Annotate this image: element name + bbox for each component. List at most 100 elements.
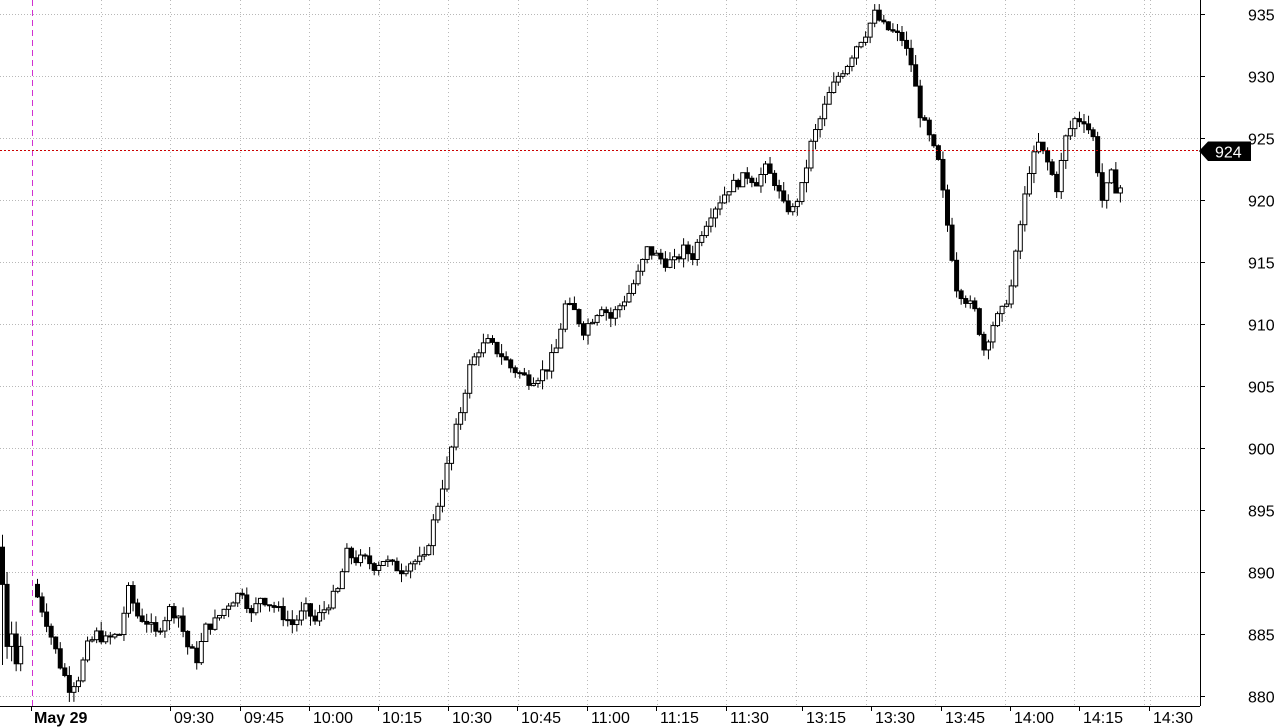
candle <box>1013 249 1019 288</box>
candle-body <box>376 564 382 571</box>
candle <box>904 31 910 56</box>
candle-body <box>899 31 905 41</box>
candle-body <box>1067 128 1073 137</box>
candle <box>913 55 919 87</box>
candle-body <box>48 625 54 638</box>
candle <box>135 598 141 619</box>
candle-body <box>1036 141 1041 153</box>
candle-body <box>740 172 746 188</box>
candle-body <box>995 313 1001 327</box>
candle-body <box>1054 173 1060 193</box>
candle <box>1058 152 1064 199</box>
candle <box>940 151 946 198</box>
candle <box>9 621 15 662</box>
candle-body <box>876 9 882 21</box>
candle-body <box>203 623 209 643</box>
candle <box>1072 116 1078 137</box>
x-tick-label: 13:15 <box>806 710 846 727</box>
candle-body <box>549 352 555 372</box>
candle <box>257 597 263 613</box>
candle-body <box>44 611 50 627</box>
candle-body <box>585 323 591 336</box>
candle <box>931 133 937 148</box>
candle-body <box>722 194 728 204</box>
candle <box>98 621 104 645</box>
candle <box>57 642 63 670</box>
candle-body <box>1049 161 1055 175</box>
candle-body <box>781 190 787 202</box>
candle-body <box>535 380 541 384</box>
candle <box>526 370 532 390</box>
candle-body <box>385 559 391 562</box>
current-price-badge-shape <box>1199 141 1251 161</box>
candle <box>417 546 423 566</box>
candle-body <box>289 619 295 626</box>
candle <box>1113 162 1119 194</box>
candle-body <box>599 309 605 317</box>
candle <box>662 251 668 272</box>
candle-body <box>230 602 236 607</box>
candle-body <box>1117 187 1123 194</box>
candle-body <box>262 597 268 606</box>
candle-body <box>235 592 241 604</box>
candle <box>1022 186 1028 232</box>
candle-body <box>540 369 546 382</box>
candle-body <box>731 179 737 193</box>
candle <box>803 159 809 193</box>
candle <box>822 95 828 127</box>
candle <box>462 389 468 421</box>
candle <box>344 543 350 573</box>
candle <box>981 331 987 356</box>
candle <box>699 231 705 247</box>
candle <box>289 610 295 634</box>
candle-body <box>248 607 254 614</box>
candle <box>439 479 445 513</box>
candle <box>4 572 10 659</box>
candle <box>166 603 172 631</box>
candle <box>308 602 313 626</box>
candle-body <box>1108 169 1114 184</box>
candle <box>389 558 395 566</box>
candlestick-series <box>0 4 1123 702</box>
candle-body <box>435 505 441 521</box>
candle-body <box>358 554 364 564</box>
candle-body <box>958 290 964 300</box>
candle-body <box>867 22 873 38</box>
y-tick-label: 910 <box>1248 318 1275 335</box>
candle <box>890 23 896 33</box>
candle <box>553 338 559 354</box>
candle-body <box>945 189 950 226</box>
candle <box>535 377 541 388</box>
candle <box>585 318 591 345</box>
candle <box>1081 113 1087 134</box>
candle-body <box>330 590 336 609</box>
candle-body <box>1008 285 1014 305</box>
candle-body <box>1022 193 1028 226</box>
candle <box>1049 159 1055 176</box>
candle <box>276 601 282 612</box>
candle <box>48 623 54 645</box>
x-axis: May 29 09:30 09:45 10:00 10:15 10:30 10:45 11:… <box>31 706 1193 727</box>
candle-body <box>813 129 819 142</box>
candle-body <box>244 594 250 609</box>
candle-body <box>644 246 650 260</box>
candle <box>267 604 273 612</box>
candle-body <box>608 312 614 319</box>
candle-body <box>726 191 732 196</box>
candle-body <box>485 338 491 344</box>
candle <box>399 563 404 583</box>
candle-body <box>194 647 200 664</box>
candle-body <box>389 559 395 562</box>
candle <box>945 184 950 232</box>
candle-body <box>144 620 150 625</box>
candle-body <box>949 224 955 261</box>
candle-body <box>148 622 154 625</box>
candle-body <box>308 603 313 617</box>
candle-body <box>1017 224 1023 252</box>
x-tick-label: 10:30 <box>452 710 492 727</box>
candle <box>116 633 122 636</box>
candle-body <box>712 208 718 219</box>
candle <box>658 248 664 265</box>
candle-body <box>371 563 377 571</box>
